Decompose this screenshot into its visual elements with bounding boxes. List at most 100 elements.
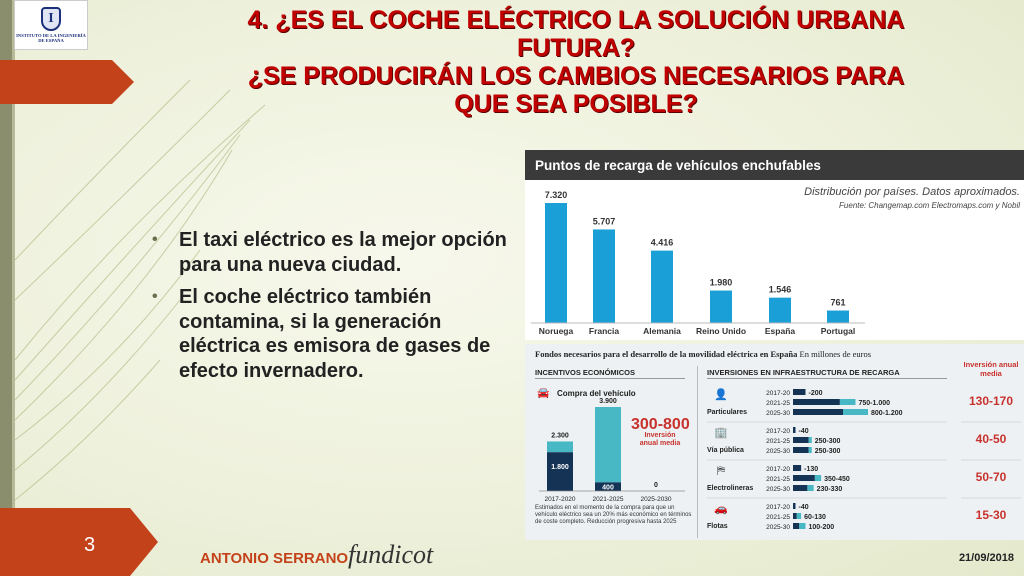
infra-bar-min (793, 447, 809, 453)
group-label: Particulares (707, 409, 747, 416)
annual-investment-value: 50-70 (976, 470, 1007, 484)
period-label: 2017-2020 (544, 496, 575, 503)
page-number-shape (0, 508, 158, 576)
signpost-icon: ⛿ (717, 464, 725, 477)
infra-bar-range (807, 485, 814, 491)
infra-bar-min (793, 485, 808, 491)
bar-value-label: 4.416 (651, 238, 674, 248)
infra-value-label: 100-200 (809, 524, 835, 531)
infra-bar-range (808, 437, 812, 443)
bullet-item: El coche eléctrico también contamina, si… (148, 285, 518, 383)
bar (593, 229, 615, 323)
row-period-label: 2025-30 (766, 524, 790, 531)
left-accent-bar (0, 0, 12, 576)
fundicot-logo: fundicot (348, 540, 434, 569)
incentive-bar-lower (595, 482, 621, 491)
infra-bar-min (793, 437, 809, 443)
row-period-label: 2025-30 (766, 410, 790, 417)
category-label: Francia (589, 326, 620, 336)
funding-chart-unit: En millones de euros (799, 349, 872, 359)
category-label: Noruega (539, 326, 574, 336)
divider (697, 366, 698, 538)
incentive-total-label: 2.300 (551, 432, 569, 439)
chart-source: Fuente: Changemap.com Electromaps.com y … (839, 201, 1020, 210)
incentives-annual-label: Inversión anual media (639, 432, 681, 447)
slide-title: 4. ¿ES EL COCHE ELÉCTRICO LA SOLUCIÓN UR… (128, 6, 1024, 118)
infra-bar-min (793, 523, 800, 529)
infra-bar-min (793, 475, 815, 481)
title-line-4: QUE SEA POSIBLE? (454, 90, 698, 118)
bar (769, 297, 791, 323)
bar-value-label: 7.320 (545, 190, 568, 200)
chart-title: Puntos de recarga de vehículos enchufabl… (525, 150, 1024, 180)
infra-value-label: 230-330 (817, 486, 843, 493)
infra-bar-min (793, 389, 806, 395)
infra-value-label: 250-300 (815, 448, 841, 455)
row-period-label: 2017-20 (766, 504, 790, 511)
incentive-bar-lower (547, 452, 573, 491)
category-label: Alemania (643, 326, 681, 336)
infra-value-label: 250-300 (815, 438, 841, 445)
incentives-subheader: Compra del vehículo (557, 389, 636, 398)
funding-chart: Fondos necesarios para el desarrollo de … (525, 344, 1024, 540)
funding-chart-title: Fondos necesarios para el desarrollo de … (535, 349, 872, 359)
infrastructure-header: INVERSIONES EN INFRAESTRUCTURA DE RECARG… (707, 368, 900, 377)
category-label: Portugal (821, 326, 855, 336)
infra-value-label: -40 (799, 504, 809, 511)
incentive-bar-upper (547, 441, 573, 453)
infra-bar-min (793, 427, 796, 433)
group-label: Vía pública (707, 447, 744, 454)
row-period-label: 2021-25 (766, 514, 790, 521)
charging-points-chart: Puntos de recarga de vehículos enchufabl… (525, 150, 1024, 340)
category-label: Reino Unido (696, 326, 746, 336)
institution-logo: I INSTITUTO DE LA INGENIERÍA DE ESPAÑA (14, 0, 88, 50)
infra-value-label: -200 (809, 390, 823, 397)
infra-bar-range (814, 475, 822, 481)
infra-bar-min (793, 503, 796, 509)
row-period-label: 2025-30 (766, 486, 790, 493)
infra-value-label: -40 (799, 428, 809, 435)
row-period-label: 2017-20 (766, 466, 790, 473)
infra-bar-range (839, 399, 856, 405)
infra-bar-min (793, 513, 797, 519)
car-icon: 🚘 (537, 388, 550, 399)
infra-bar-min (793, 399, 840, 405)
crest-icon: I (41, 7, 61, 31)
infra-bar-range (843, 409, 868, 415)
infra-bar-range (799, 523, 806, 529)
infra-value-label: 350-450 (824, 476, 850, 483)
infra-value-label: 60-130 (804, 514, 826, 521)
infra-value-label: 800-1.200 (871, 410, 903, 417)
divider (535, 378, 685, 379)
page-number: 3 (84, 534, 96, 556)
row-period-label: 2025-30 (766, 448, 790, 455)
bar (710, 290, 732, 323)
infra-value-label: -130 (804, 466, 818, 473)
incentives-annual-value: 300-800 (631, 416, 690, 433)
infra-bar-min (793, 465, 802, 471)
bar-value-label: 5.707 (593, 216, 616, 226)
period-label: 2025-2030 (640, 496, 671, 503)
bullet-list: El taxi eléctrico es la mejor opción par… (148, 228, 518, 391)
charging-points-plot: 7.320 Noruega 5.707 Francia 4.416 Alemania 1.9… (531, 190, 865, 336)
period-label: 2021-2025 (592, 496, 623, 503)
bar (545, 203, 567, 323)
chart-subtitle: Distribución por países. Datos aproximad… (804, 186, 1020, 198)
incentive-total-label: 0 (654, 482, 658, 489)
incentives-footnote: Estimados en el momento de la compra par… (535, 505, 692, 526)
bar (827, 310, 849, 323)
funding-plot: 2.300 1.800 2017-2020 3.900 400 2021-2025 0 202… (539, 388, 1021, 531)
infra-bar-range (808, 447, 812, 453)
group-label: Flotas (707, 523, 728, 530)
title-line-3: ¿SE PRODUCIRÁN LOS CAMBIOS NECESARIOS PA… (247, 62, 905, 90)
title-line-2: FUTURA? (516, 34, 636, 62)
annual-header: Inversión anual media (963, 360, 1019, 378)
annual-investment-value: 15-30 (976, 508, 1007, 522)
divider (707, 378, 947, 379)
slide-date: 21/09/2018 (958, 552, 1014, 564)
infra-bar-range (796, 513, 802, 519)
bar (651, 250, 673, 323)
incentive-lower-label: 400 (602, 485, 614, 492)
group-label: Electrolineras (707, 485, 753, 492)
